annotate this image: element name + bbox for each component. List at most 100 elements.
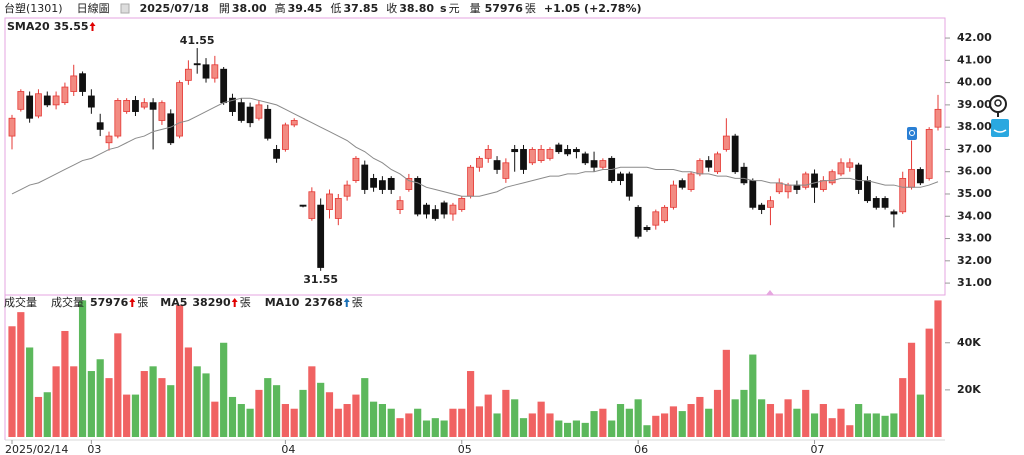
- x-tick-label: 03: [87, 443, 101, 455]
- ma5-legend-value: 38290: [192, 296, 231, 309]
- event-badge[interactable]: [907, 127, 917, 140]
- candle-body: [793, 184, 801, 190]
- open-label: 開: [219, 2, 230, 15]
- candle-body: [149, 102, 157, 110]
- candle-body: [925, 128, 933, 179]
- volume-bar: [78, 300, 87, 437]
- candle-body: [370, 177, 377, 188]
- volume-bar: [405, 413, 413, 437]
- volume-bar: [105, 378, 113, 437]
- candle-body: [132, 100, 139, 112]
- candle-body: [17, 91, 25, 110]
- candle-body: [767, 200, 774, 208]
- volume-bar: [149, 366, 157, 437]
- ma10-legend-name: MA10: [265, 296, 300, 309]
- volume-unit: 張: [525, 2, 536, 15]
- volume-bar: [87, 371, 95, 437]
- candle-body: [864, 180, 871, 202]
- y-tick-label: 34.00: [957, 209, 992, 222]
- volume-bar: [158, 378, 166, 437]
- volume-bar: [837, 408, 845, 437]
- volume-bar: [705, 408, 713, 437]
- y-tick-label: 41.00: [957, 53, 992, 66]
- y-tick-label: 31.00: [957, 276, 992, 289]
- open-value: 38.00: [232, 2, 267, 15]
- volume-bar: [696, 396, 704, 437]
- volume-bar: [369, 401, 378, 437]
- y-tick-label: 39.00: [957, 98, 992, 111]
- x-tick-label: 06: [634, 443, 648, 455]
- candle-body: [643, 226, 651, 231]
- candle-body: [290, 120, 298, 126]
- candle-body: [229, 97, 236, 112]
- volume-bar: [202, 373, 210, 437]
- x-tick-label: 04: [281, 443, 295, 455]
- sma-line: [11, 97, 939, 197]
- volume-bar: [537, 401, 545, 437]
- panel-tool-icon[interactable]: [991, 119, 1009, 137]
- volume-bar: [925, 328, 933, 437]
- candle-body: [352, 157, 360, 182]
- volume-bar: [775, 413, 783, 437]
- candle-body: [70, 75, 78, 92]
- volume-bar: [96, 359, 104, 437]
- high-value: 39.45: [288, 2, 323, 15]
- volume-bar: [343, 404, 351, 437]
- candle-body: [855, 164, 863, 190]
- volume-bar: [264, 378, 272, 437]
- candle-body: [696, 160, 704, 175]
- volume-bar: [634, 399, 642, 437]
- volume-bar: [687, 404, 695, 437]
- marker-tool-icon[interactable]: [989, 95, 1007, 117]
- volume-legend-unit: 張: [137, 296, 148, 309]
- volume-legend-value: 57976: [90, 296, 129, 309]
- volume-bar: [907, 342, 916, 437]
- candle-body: [872, 198, 880, 208]
- candle-body: [705, 160, 713, 168]
- volume-bar: [167, 385, 175, 437]
- candle-body: [35, 93, 42, 117]
- volume-bar: [184, 347, 192, 437]
- candle-body: [414, 177, 422, 215]
- volume-bar: [793, 408, 801, 437]
- close-value: 38.80: [399, 2, 434, 15]
- candle-body: [908, 169, 915, 188]
- volume-y-tick-label: 40K: [957, 336, 981, 349]
- volume-bar: [916, 394, 924, 437]
- volume-bar: [211, 401, 219, 437]
- volume-bar: [17, 312, 25, 437]
- candle-body: [546, 149, 554, 159]
- candle-body: [8, 117, 16, 137]
- volume-bar: [493, 413, 501, 437]
- volume-bar: [61, 330, 69, 437]
- close-label: 收: [386, 1, 397, 15]
- volume-bar: [555, 420, 563, 437]
- volume-bar: [26, 347, 34, 437]
- sma-legend-value: 35.55: [54, 20, 89, 33]
- volume-bar: [546, 413, 554, 437]
- candle-body: [599, 160, 607, 168]
- volume-bar: [414, 408, 422, 437]
- candle-body: [837, 162, 845, 175]
- y-tick-label: 37.00: [957, 142, 992, 155]
- candle-body: [617, 173, 624, 182]
- y-tick-label: 33.00: [957, 232, 992, 245]
- min-price-label: 31.55: [303, 273, 338, 286]
- volume-bar: [599, 408, 607, 437]
- candle-body: [343, 184, 351, 197]
- volume-y-tick-label: 20K: [957, 383, 981, 396]
- volume-bar: [511, 399, 519, 437]
- volume-bar: [440, 420, 448, 437]
- candle-body: [722, 135, 730, 150]
- candle-body: [573, 149, 580, 153]
- volume-bar: [934, 300, 942, 437]
- candle-body: [440, 202, 448, 215]
- volume-bar: [352, 394, 360, 437]
- candle-body: [678, 180, 686, 188]
- y-tick-label: 32.00: [957, 254, 992, 267]
- y-tick-label: 38.00: [957, 120, 992, 133]
- volume-bar: [661, 413, 669, 437]
- candle-body: [581, 153, 589, 164]
- max-price-label: 41.55: [180, 34, 215, 47]
- low-value: 37.85: [343, 2, 378, 15]
